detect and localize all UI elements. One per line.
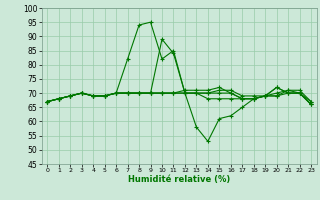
X-axis label: Humidité relative (%): Humidité relative (%) (128, 175, 230, 184)
